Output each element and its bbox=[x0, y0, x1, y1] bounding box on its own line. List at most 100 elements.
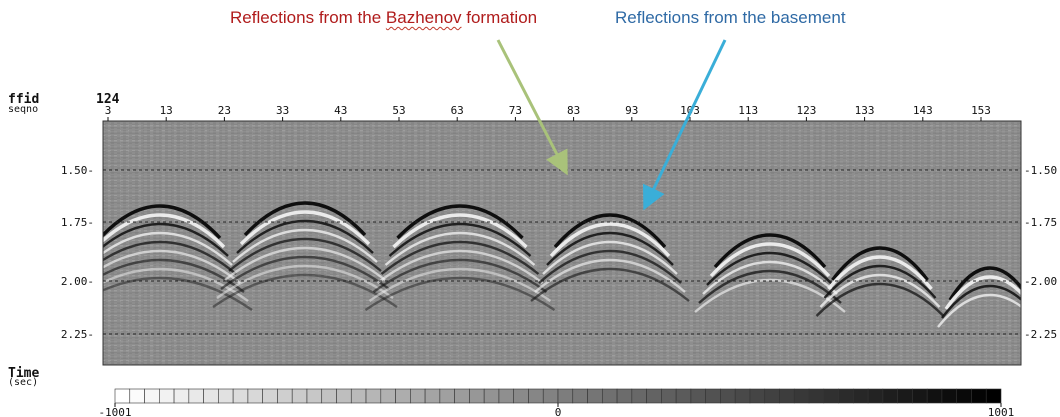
seqno-tick-label: 33 bbox=[276, 104, 289, 117]
seqno-tick-label: 43 bbox=[334, 104, 347, 117]
seqno-tick-label: 143 bbox=[913, 104, 933, 117]
colorbar-segment bbox=[306, 388, 323, 404]
reflection-wavelet bbox=[228, 237, 382, 272]
reflection-wavelet bbox=[220, 255, 390, 290]
colorbar-segment bbox=[218, 388, 234, 404]
colorbar-segment bbox=[144, 388, 160, 404]
seqno-tick-label: 23 bbox=[218, 104, 231, 117]
time-axis-unit: (sec) bbox=[8, 377, 39, 388]
time-tick-right: -2.00 bbox=[1024, 275, 1057, 288]
reflection-wavelet bbox=[542, 240, 678, 275]
colorbar-mid-label: 0 bbox=[555, 406, 562, 417]
reflection-wavelet bbox=[937, 293, 1021, 328]
seqno-tick-label: 3 bbox=[105, 104, 112, 117]
reflection-events bbox=[103, 201, 1021, 328]
colorbar-segment bbox=[941, 388, 958, 404]
colorbar-segment bbox=[454, 388, 470, 404]
reflection-wavelet bbox=[364, 276, 556, 311]
time-axis-label: Time bbox=[8, 366, 40, 381]
colorbar-segment bbox=[203, 388, 219, 404]
colorbar-segment bbox=[661, 388, 677, 404]
colorbar-segment bbox=[912, 388, 928, 404]
reflection-wavelet bbox=[392, 213, 528, 249]
bazhenov-annotation-word: Bazhenov bbox=[385, 8, 462, 27]
colorbar-segment bbox=[173, 388, 190, 404]
colorbar-segment bbox=[498, 388, 514, 404]
colorbar-segment bbox=[749, 388, 766, 404]
colorbar-segment bbox=[882, 388, 898, 404]
colorbar-segment bbox=[129, 388, 145, 404]
reflection-wavelet bbox=[212, 273, 398, 308]
reflection-wavelet bbox=[103, 204, 222, 240]
colorbar-segment bbox=[853, 388, 869, 404]
reflection-wavelet bbox=[372, 258, 548, 293]
colorbar-segment bbox=[823, 388, 839, 404]
reflection-wavelet bbox=[239, 210, 371, 246]
reflection-wavelet bbox=[103, 240, 237, 275]
colorbar-segment bbox=[675, 388, 692, 404]
colorbar-segment bbox=[188, 388, 204, 404]
colorbar-segment bbox=[705, 388, 721, 404]
reflection-wavelet bbox=[827, 255, 933, 291]
reflection-wavelet bbox=[376, 249, 544, 284]
basement-annotation: Reflections from the basement bbox=[615, 8, 846, 27]
reflection-wavelet bbox=[396, 204, 524, 240]
colorbar-segment bbox=[631, 388, 647, 404]
bazhenov-annotation-suffix: formation bbox=[461, 8, 538, 27]
time-tick-left: 2.25- bbox=[61, 328, 94, 341]
bazhenov-annotation: Reflections from the Bazhenov formation bbox=[230, 8, 537, 28]
reflection-wavelet bbox=[944, 275, 1021, 310]
colorbar-segment bbox=[114, 388, 131, 404]
seqno-label: seqno bbox=[8, 104, 39, 115]
colorbar-segment bbox=[601, 388, 618, 404]
reflection-wavelet bbox=[216, 264, 394, 299]
colorbar-segment bbox=[646, 388, 662, 404]
seqno-tick-label: 73 bbox=[509, 104, 522, 117]
reflection-wavelet bbox=[103, 231, 233, 266]
bazhenov-annotation-prefix: Reflections from the bbox=[230, 8, 386, 27]
reflection-wavelet bbox=[553, 213, 667, 249]
colorbar-segment bbox=[734, 388, 751, 404]
seqno-ticks: 3132333435363738393103113123133143153 bbox=[105, 104, 991, 121]
time-tick-right: -1.75 bbox=[1024, 216, 1057, 229]
colorbar-segment bbox=[159, 388, 175, 404]
seqno-tick-label: 113 bbox=[738, 104, 758, 117]
reflection-wavelet bbox=[546, 231, 674, 266]
reflection-wavelet bbox=[534, 258, 686, 293]
colorbar-segment bbox=[424, 388, 441, 404]
reflection-wavelet bbox=[380, 240, 540, 275]
reflection-wavelet bbox=[103, 276, 253, 311]
colorbar-segment bbox=[262, 388, 278, 404]
colorbar-segment bbox=[277, 388, 293, 404]
section-frame bbox=[102, 120, 1022, 366]
colorbar-segment bbox=[616, 388, 633, 404]
reflection-wavelet bbox=[530, 267, 690, 302]
time-grid: 1.50- -1.50 1.75- -1.75 2.00- -2.00 2.25- -2.25 bbox=[61, 164, 1057, 341]
reflection-wavelet bbox=[103, 267, 249, 302]
reflection-wavelet bbox=[815, 282, 945, 317]
seqno-tick-label: 53 bbox=[392, 104, 405, 117]
reflection-wavelet bbox=[103, 258, 245, 293]
colorbar-segment bbox=[469, 388, 485, 404]
bazhenov-arrow bbox=[496, 39, 568, 176]
time-tick-right: -2.25 bbox=[1024, 328, 1057, 341]
seqno-tick-label: 83 bbox=[567, 104, 580, 117]
seqno-tick-label: 93 bbox=[625, 104, 638, 117]
colorbar-segment bbox=[779, 388, 795, 404]
colorbar-segment bbox=[365, 388, 382, 404]
reflection-wavelet bbox=[698, 269, 842, 304]
colorbar-segment bbox=[690, 388, 706, 404]
colorbar-segment bbox=[336, 388, 352, 404]
colorbar-min-label: -1001 bbox=[98, 406, 131, 417]
reflection-wavelet bbox=[368, 267, 552, 302]
reflection-wavelet bbox=[948, 266, 1021, 301]
reflection-wavelet bbox=[819, 273, 941, 308]
reflection-wavelet bbox=[388, 222, 532, 257]
colorbar-segment bbox=[764, 388, 780, 404]
reflection-wavelet bbox=[831, 246, 929, 282]
reflection-wavelet bbox=[538, 249, 682, 284]
time-tick-right: -1.50 bbox=[1024, 164, 1057, 177]
reflection-wavelet bbox=[384, 231, 536, 266]
reflection-wavelet bbox=[236, 219, 374, 254]
